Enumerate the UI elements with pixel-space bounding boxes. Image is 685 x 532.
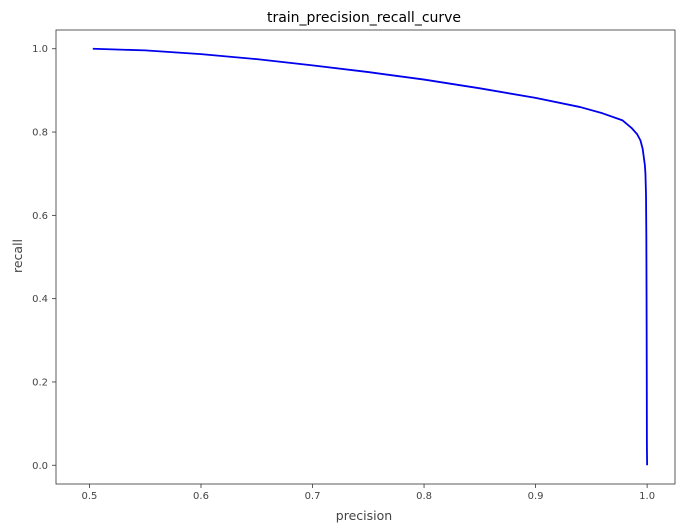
x-tick-label: 0.7 xyxy=(305,491,321,502)
pr-curve-line xyxy=(92,47,649,466)
x-tick-label: 0.9 xyxy=(528,491,544,502)
x-tick-label: 1.0 xyxy=(639,491,655,502)
chart-title: train_precision_recall_curve xyxy=(267,10,461,26)
y-tick-label: 0.2 xyxy=(32,377,48,388)
x-tick-label: 0.6 xyxy=(193,491,209,502)
y-tick-label: 0.4 xyxy=(32,294,48,305)
x-tick-label: 0.5 xyxy=(82,491,98,502)
x-axis-label: precision xyxy=(336,508,392,523)
y-tick-label: 0.0 xyxy=(32,461,48,472)
x-tick-label: 0.8 xyxy=(416,491,432,502)
y-tick-label: 1.0 xyxy=(32,44,48,55)
y-tick-label: 0.8 xyxy=(32,128,48,139)
plot-frame xyxy=(55,29,676,485)
y-tick-label: 0.6 xyxy=(32,211,48,222)
y-axis-label: recall xyxy=(10,239,25,273)
